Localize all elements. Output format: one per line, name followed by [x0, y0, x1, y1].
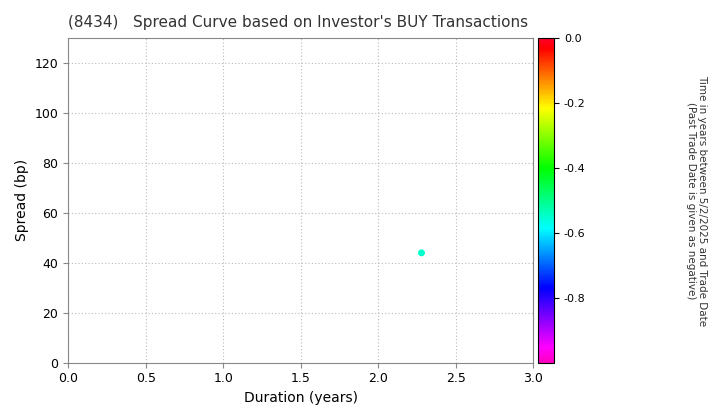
Y-axis label: Time in years between 5/2/2025 and Trade Date
(Past Trade Date is given as negat: Time in years between 5/2/2025 and Trade…: [686, 75, 708, 326]
Point: [415, 249, 427, 256]
Y-axis label: Spread (bp): Spread (bp): [15, 159, 29, 242]
Text: (8434)   Spread Curve based on Investor's BUY Transactions: (8434) Spread Curve based on Investor's …: [68, 15, 528, 30]
X-axis label: Duration (years): Duration (years): [243, 391, 358, 405]
